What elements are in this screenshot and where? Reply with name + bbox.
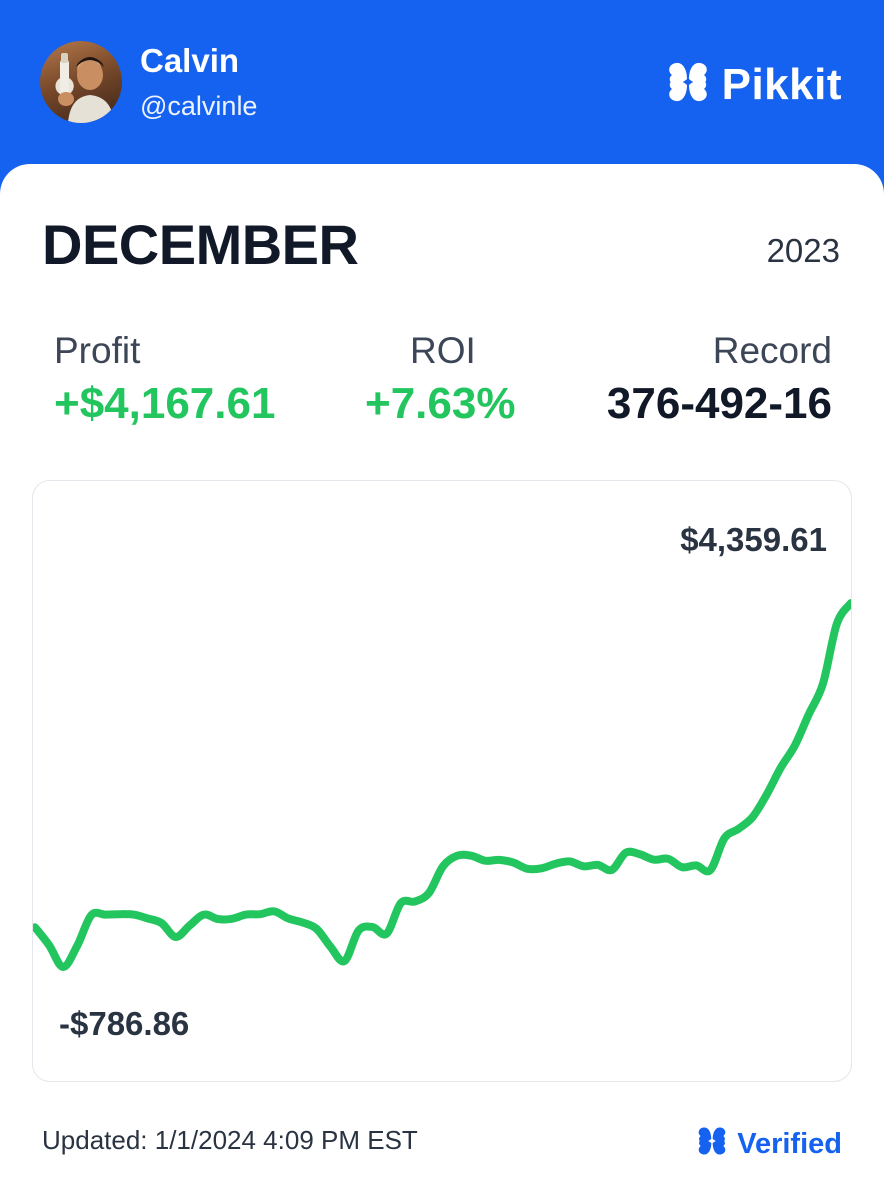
profit-chart[interactable]: $4,359.61 -$786.86 — [32, 480, 852, 1082]
brand-name: Pikkit — [721, 59, 842, 109]
profit-line — [33, 599, 851, 971]
profile-header: Calvin @calvinle Pikkit — [0, 0, 884, 190]
record-label: Record — [712, 330, 832, 371]
profit-label: Profit — [54, 330, 141, 371]
profit-line-chart — [33, 599, 851, 971]
clover-icon — [664, 58, 712, 111]
verified-badge[interactable]: Verified — [695, 1124, 842, 1164]
updated-timestamp: Updated: 1/1/2024 4:09 PM EST — [42, 1125, 418, 1155]
avatar[interactable] — [40, 41, 122, 123]
user-name: Calvin — [140, 42, 240, 79]
monthly-summary-card: DECEMBER 2023 Profit +$4,167.61 ROI +7.6… — [0, 164, 884, 1200]
brand-logo: Pikkit — [664, 58, 842, 111]
verified-label: Verified — [737, 1127, 842, 1160]
roi-value: +7.63% — [365, 379, 516, 428]
clover-icon — [695, 1124, 729, 1164]
user-handle: @calvinle — [140, 91, 258, 121]
roi-label: ROI — [410, 330, 476, 371]
report-month: DECEMBER — [42, 213, 359, 276]
chart-max-label: $4,359.61 — [680, 521, 827, 558]
profit-value: +$4,167.61 — [54, 379, 276, 428]
chart-min-label: -$786.86 — [59, 1005, 190, 1042]
report-year: 2023 — [766, 232, 840, 269]
avatar-photo — [58, 53, 114, 123]
record-value: 376-492-16 — [606, 379, 832, 428]
